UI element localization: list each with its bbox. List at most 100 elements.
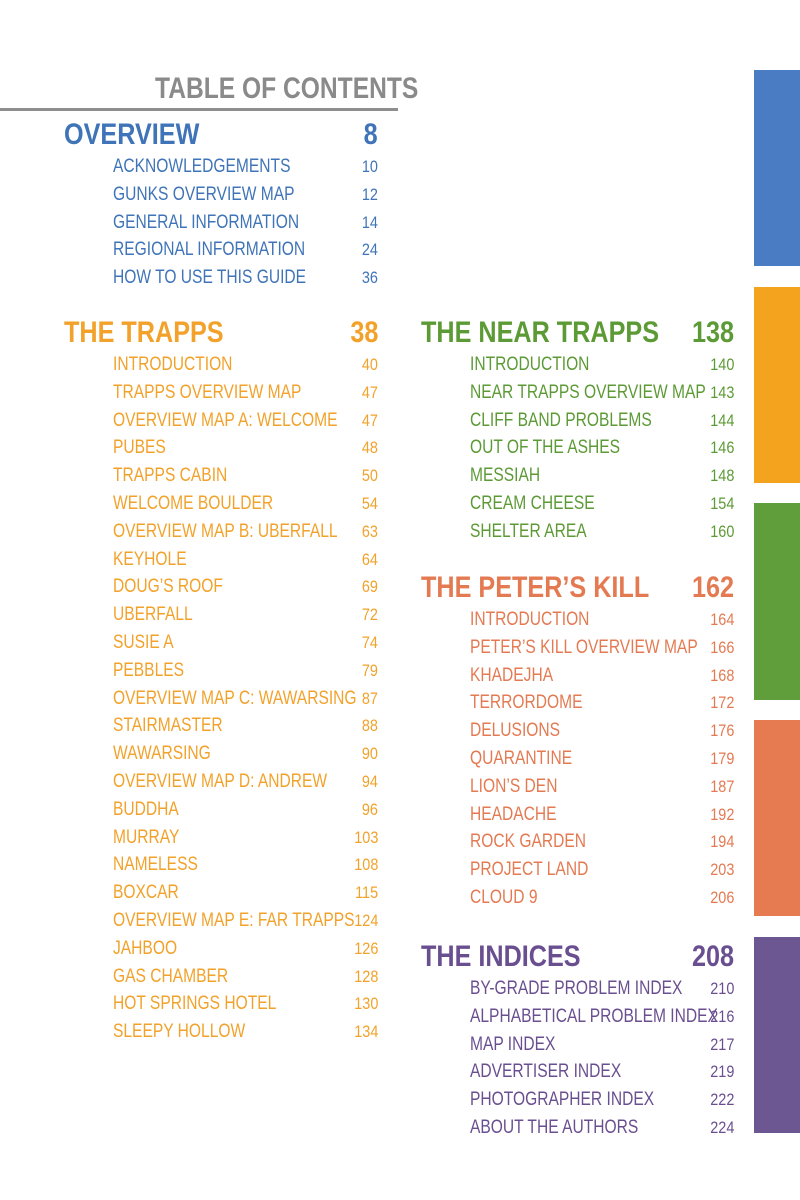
- section-heading[interactable]: THE PETER’S KILL 162: [421, 571, 734, 607]
- toc-entry[interactable]: ALPHABETICAL PROBLEM INDEX 216: [421, 1004, 734, 1032]
- entry-page-number: 224: [709, 1117, 734, 1137]
- toc-entry[interactable]: TERRORDOME 172: [421, 690, 734, 718]
- toc-entry[interactable]: STAIRMASTER 88: [64, 713, 378, 741]
- toc-entry[interactable]: PUBES 48: [64, 435, 378, 463]
- toc-entry[interactable]: NEAR TRAPPS OVERVIEW MAP 143: [421, 380, 734, 408]
- toc-entry[interactable]: PROJECT LAND 203: [421, 857, 734, 885]
- toc-entry[interactable]: NAMELESS 108: [64, 852, 378, 880]
- entry-page-number: 146: [709, 438, 734, 458]
- toc-entry[interactable]: GENERAL INFORMATION 14: [64, 210, 378, 238]
- toc-entry[interactable]: ABOUT THE AUTHORS 224: [421, 1115, 734, 1143]
- toc-entry[interactable]: INTRODUCTION 40: [64, 352, 378, 380]
- toc-entry[interactable]: QUARANTINE 179: [421, 746, 734, 774]
- toc-entry[interactable]: PETER’S KILL OVERVIEW MAP 166: [421, 635, 734, 663]
- entry-label: TERRORDOME: [470, 692, 583, 714]
- toc-entry[interactable]: HOW TO USE THIS GUIDE 36: [64, 265, 378, 293]
- entry-label: OVERVIEW MAP B: UBERFALL: [113, 520, 338, 542]
- toc-entry[interactable]: ROCK GARDEN 194: [421, 829, 734, 857]
- toc-entry[interactable]: OVERVIEW MAP A: WELCOME 47: [64, 408, 378, 436]
- section-heading[interactable]: THE NEAR TRAPPS 138: [421, 316, 734, 352]
- toc-entry[interactable]: DOUG’S ROOF 69: [64, 574, 378, 602]
- entry-label: GAS CHAMBER: [113, 965, 229, 987]
- entry-page-number: 40: [361, 355, 378, 374]
- entry-label: INTRODUCTION: [470, 609, 590, 630]
- entry-page-number: 203: [709, 860, 734, 880]
- entry-label: GUNKS OVERVIEW MAP: [113, 183, 295, 205]
- toc-section: THE INDICES 208 BY-GRADE PROBLEM INDEX 210 A…: [421, 940, 734, 1143]
- entry-page-number: 164: [709, 610, 734, 629]
- toc-entry[interactable]: GUNKS OVERVIEW MAP 12: [64, 182, 378, 210]
- section-tab: [754, 70, 800, 266]
- toc-entry[interactable]: CLIFF BAND PROBLEMS 144: [421, 408, 734, 436]
- toc-entry[interactable]: PHOTOGRAPHER INDEX 222: [421, 1087, 734, 1115]
- toc-entry[interactable]: SHELTER AREA 160: [421, 519, 734, 547]
- toc-entry[interactable]: WAWARSING 90: [64, 741, 378, 769]
- toc-entry[interactable]: REGIONAL INFORMATION 24: [64, 237, 378, 265]
- section-tab: [754, 720, 800, 916]
- toc-entry[interactable]: JAHBOO 126: [64, 936, 378, 964]
- section-heading[interactable]: THE INDICES 208: [421, 940, 734, 976]
- toc-entry[interactable]: DELUSIONS 176: [421, 718, 734, 746]
- entry-label: INTRODUCTION: [113, 354, 233, 375]
- toc-entry[interactable]: MESSIAH 148: [421, 463, 734, 491]
- toc-entry[interactable]: KHADEJHA 168: [421, 663, 734, 691]
- toc-entry[interactable]: GAS CHAMBER 128: [64, 964, 378, 992]
- toc-entry[interactable]: OVERVIEW MAP E: FAR TRAPPS 124: [64, 908, 378, 936]
- toc-entry[interactable]: OVERVIEW MAP B: UBERFALL 63: [64, 519, 378, 547]
- entry-page-number: 154: [709, 493, 734, 513]
- toc-entry[interactable]: OVERVIEW MAP D: ANDREW 94: [64, 769, 378, 797]
- toc-entry[interactable]: OVERVIEW MAP C: WAWARSING 87: [64, 686, 378, 714]
- toc-entry[interactable]: SLEEPY HOLLOW 134: [64, 1019, 378, 1047]
- toc-entry[interactable]: CREAM CHEESE 154: [421, 491, 734, 519]
- entry-label: SHELTER AREA: [470, 520, 587, 542]
- toc-entry[interactable]: OUT OF THE ASHES 146: [421, 435, 734, 463]
- section-heading[interactable]: THE TRAPPS 38: [64, 316, 378, 352]
- section-title: OVERVIEW: [64, 118, 200, 151]
- toc-entry[interactable]: HEADACHE 192: [421, 802, 734, 830]
- toc-entry[interactable]: MAP INDEX 217: [421, 1032, 734, 1060]
- entry-page-number: 47: [361, 382, 378, 402]
- toc-entry[interactable]: BY-GRADE PROBLEM INDEX 210: [421, 976, 734, 1004]
- toc-entry[interactable]: LION’S DEN 187: [421, 774, 734, 802]
- toc-entry[interactable]: ACKNOWLEDGEMENTS 10: [64, 154, 378, 182]
- toc-entry[interactable]: CLOUD 9 206: [421, 885, 734, 913]
- section-page-number: 8: [363, 118, 378, 151]
- toc-entry[interactable]: TRAPPS OVERVIEW MAP 47: [64, 380, 378, 408]
- entry-label: CREAM CHEESE: [470, 492, 595, 514]
- toc-entry[interactable]: BOXCAR 115: [64, 880, 378, 908]
- toc-entry[interactable]: PEBBLES 79: [64, 658, 378, 686]
- entry-page-number: 168: [709, 665, 734, 685]
- entry-label: ABOUT THE AUTHORS: [470, 1116, 639, 1138]
- entry-page-number: 219: [709, 1062, 734, 1082]
- section-page-number: 138: [691, 316, 734, 349]
- toc-entry[interactable]: TRAPPS CABIN 50: [64, 463, 378, 491]
- entry-page-number: 87: [361, 688, 378, 708]
- entry-page-number: 69: [361, 577, 378, 597]
- toc-entry[interactable]: KEYHOLE 64: [64, 547, 378, 575]
- section-tab: [754, 937, 800, 1133]
- toc-entry[interactable]: WELCOME BOULDER 54: [64, 491, 378, 519]
- toc-entry[interactable]: MURRAY 103: [64, 825, 378, 853]
- toc-entry[interactable]: HOT SPRINGS HOTEL 130: [64, 991, 378, 1019]
- entry-page-number: 24: [361, 240, 378, 260]
- entry-label: NEAR TRAPPS OVERVIEW MAP: [470, 381, 706, 403]
- entry-page-number: 216: [709, 1006, 734, 1026]
- section-page-number: 38: [349, 316, 378, 349]
- entry-label: MAP INDEX: [470, 1033, 556, 1055]
- toc-entry[interactable]: INTRODUCTION 140: [421, 352, 734, 380]
- toc-entry[interactable]: SUSIE A 74: [64, 630, 378, 658]
- toc-entry[interactable]: INTRODUCTION 164: [421, 607, 734, 635]
- section-heading[interactable]: OVERVIEW 8: [64, 118, 378, 154]
- entry-page-number: 210: [709, 979, 734, 998]
- entry-page-number: 176: [709, 721, 734, 741]
- entry-label: CLIFF BAND PROBLEMS: [470, 409, 652, 431]
- entry-label: KEYHOLE: [113, 548, 187, 570]
- toc-entry[interactable]: UBERFALL 72: [64, 602, 378, 630]
- title-rule: [0, 108, 398, 111]
- entry-label: BUDDHA: [113, 798, 179, 820]
- entry-label: OVERVIEW MAP C: WAWARSING: [113, 687, 357, 709]
- entry-page-number: 179: [709, 748, 734, 768]
- toc-entry[interactable]: BUDDHA 96: [64, 797, 378, 825]
- entry-page-number: 79: [361, 660, 378, 680]
- toc-entry[interactable]: ADVERTISER INDEX 219: [421, 1059, 734, 1087]
